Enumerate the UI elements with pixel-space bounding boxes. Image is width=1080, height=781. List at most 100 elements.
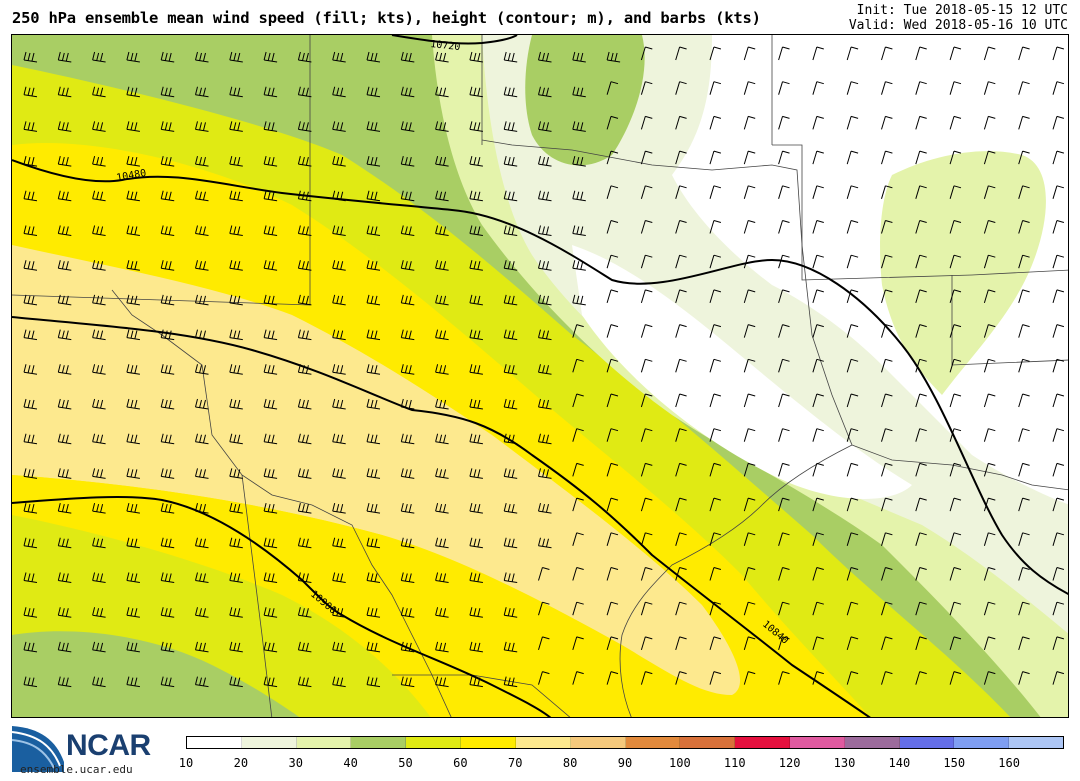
wind-barb [538,329,552,341]
colorbar-tick-label: 50 [398,756,413,770]
wind-barb [503,607,518,618]
colorbar [186,736,1064,749]
wind-barb [297,294,312,306]
wind-barb [229,572,243,583]
wind-barb [778,601,790,616]
wind-barb [572,51,586,63]
wind-barb [640,81,653,95]
wind-barb [1052,81,1065,95]
wind-barb [400,260,415,271]
wind-barb [503,537,518,549]
contour-label-10480: 10480 [116,168,148,184]
colorbar-tick-label: 150 [943,756,966,770]
wind-barb [538,502,552,514]
wind-barb [538,51,552,63]
wind-barb [949,428,962,442]
wind-barb [1052,46,1065,61]
wind-barb [572,671,584,685]
colorbar-segment [789,737,845,748]
wind-barb [400,502,415,514]
wind-barb [640,428,653,442]
map-panel[interactable]: 10720 10480 10900 10840 [11,34,1069,718]
wind-barb [1018,358,1030,373]
wind-barb [23,398,38,410]
wind-barb [400,398,415,410]
wind-barb [709,428,722,442]
wind-barb [435,537,449,549]
wind-barb [435,398,449,410]
wind-barb [640,601,653,616]
ncar-logo-icon[interactable] [10,722,160,778]
wind-barb [675,393,687,408]
height-contours [12,35,1068,717]
wind-barb [949,324,962,338]
wind-barb [435,190,449,202]
wind-barb [949,393,962,408]
wind-barb [846,532,859,546]
wind-barb [469,260,483,271]
wind-barb [263,329,278,341]
wind-barb [640,115,653,130]
wind-barb [503,190,518,202]
wind-barb [572,190,586,202]
wind-barb [400,572,415,583]
wind-barb [983,358,996,373]
wind-barb [126,294,140,306]
wind-barb [606,150,619,165]
wind-barb [297,641,312,653]
colorbar-segment [1009,737,1063,748]
wind-speed-map: 10720 10480 10900 10840 [12,35,1068,717]
wind-barb [915,46,927,61]
wind-barb [881,601,893,616]
wind-barb [983,462,996,477]
wind-barb [435,51,449,63]
wind-barb [846,393,859,408]
wind-barb [332,607,346,618]
wind-barb [229,537,243,549]
wind-barb [812,462,824,477]
wind-barb [366,51,381,63]
wind-barb [778,220,790,234]
wind-barb [572,532,584,546]
wind-barb [229,329,243,341]
wind-barb [57,121,72,132]
wind-barb [435,502,449,514]
logo-url[interactable]: ensemble.ucar.edu [20,763,133,776]
wind-barb [675,220,687,234]
wind-barb [640,671,653,685]
colorbar-segment [461,737,516,748]
wind-barb [709,462,722,477]
wind-barb [640,220,653,234]
wind-barb [675,567,687,581]
wind-barb [743,46,756,61]
wind-barb [1018,289,1030,304]
wind-barb [297,468,312,479]
wind-barb [538,433,552,445]
wind-barb [23,676,38,688]
wind-barb [949,671,962,685]
wind-barb [983,81,996,95]
wind-barb [435,468,449,479]
wind-barb [881,393,893,408]
wind-barb [503,502,518,514]
wind-barb [297,572,312,583]
wind-barb [92,572,106,583]
wind-barb [92,607,106,618]
wind-barb [23,572,38,583]
wind-barb [915,567,927,581]
wind-barb [366,121,381,132]
wind-barb [812,428,824,442]
wind-barb [57,641,72,653]
wind-barb [229,468,243,479]
wind-barb [297,121,312,132]
wind-barb [640,393,653,408]
wind-barb [400,537,415,549]
wind-barb [229,607,243,618]
contour-10840 [12,316,871,717]
wind-barb [160,329,175,341]
wind-barb [1052,428,1065,442]
wind-barb [606,636,619,651]
wind-barb [606,671,619,685]
wind-barb [812,393,824,408]
wind-barb [332,364,346,375]
